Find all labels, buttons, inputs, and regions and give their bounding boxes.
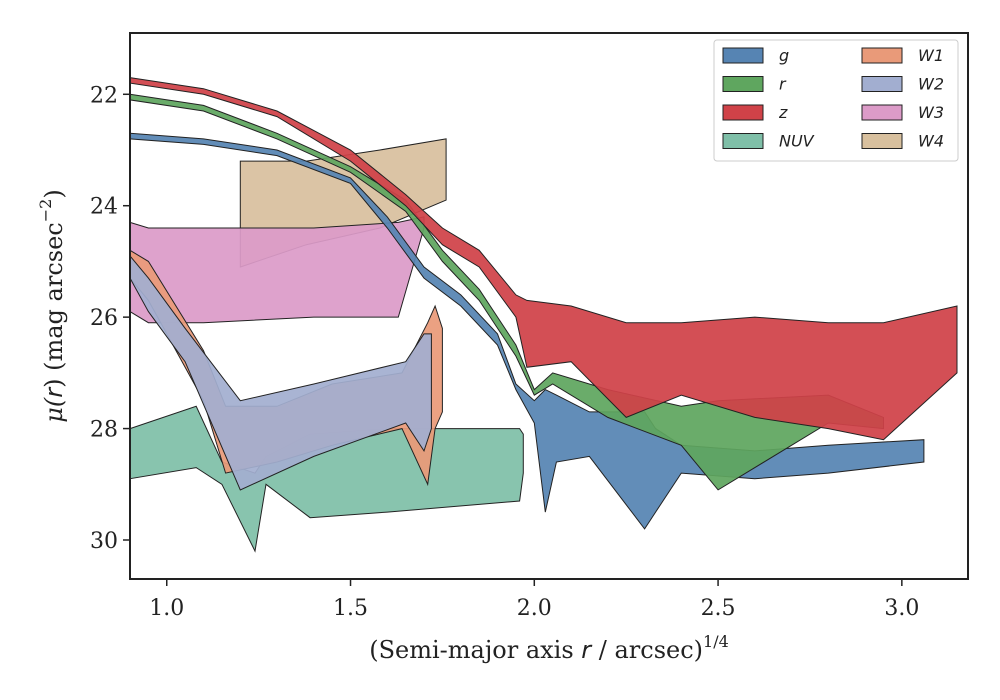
legend-label-z: z <box>778 103 788 122</box>
y-ticks: 22 24 26 28 30 <box>90 83 130 554</box>
legend-label-w3: W3 <box>918 103 944 122</box>
legend-label-r: r <box>779 75 787 94</box>
plot-frame <box>129 32 969 580</box>
x-tick-label: 2.0 <box>517 596 552 621</box>
legend-swatch-w4 <box>861 133 903 149</box>
x-tick-label: 1.0 <box>149 596 184 621</box>
x-axis-label: (Semi-major axis r / arcsec)1/4 <box>369 632 729 664</box>
y-axis-label: μ(r) (mag arcsec−2) <box>36 189 68 422</box>
y-tick-label: 30 <box>90 529 118 554</box>
legend-swatch-nuv <box>722 133 764 149</box>
legend-swatch-g <box>722 47 764 64</box>
y-tick-label: 28 <box>90 418 118 443</box>
legend-label-w2: W2 <box>918 75 944 94</box>
x-tick-label: 2.5 <box>701 596 736 621</box>
legend-swatch-w3 <box>861 104 903 121</box>
band-g <box>129 132 925 530</box>
legend-swatch-r <box>722 76 764 92</box>
legend-swatch-w2 <box>861 76 903 92</box>
x-ticks: 1.0 1.5 2.0 2.5 3.0 <box>149 579 919 621</box>
legend-label-g: g <box>779 46 789 65</box>
legend: grz NUV W1 W2 W3 W4 <box>713 39 959 162</box>
x-tick-label: 3.0 <box>884 596 919 621</box>
band-z <box>129 77 958 441</box>
y-tick-label: 26 <box>90 306 118 331</box>
x-tick-label: 1.5 <box>333 596 368 621</box>
y-tick-label: 24 <box>90 195 118 220</box>
legend-swatch-z <box>722 104 764 121</box>
legend-label-w4: W4 <box>918 132 944 151</box>
legend-label-w1: W1 <box>918 46 944 65</box>
legend-label-nuv: NUV <box>779 132 815 151</box>
band-w2 <box>129 254 432 491</box>
legend-frame <box>713 39 959 162</box>
legend-swatch-w1 <box>861 47 903 64</box>
y-tick-label: 22 <box>90 83 118 108</box>
band-layer <box>129 77 958 553</box>
